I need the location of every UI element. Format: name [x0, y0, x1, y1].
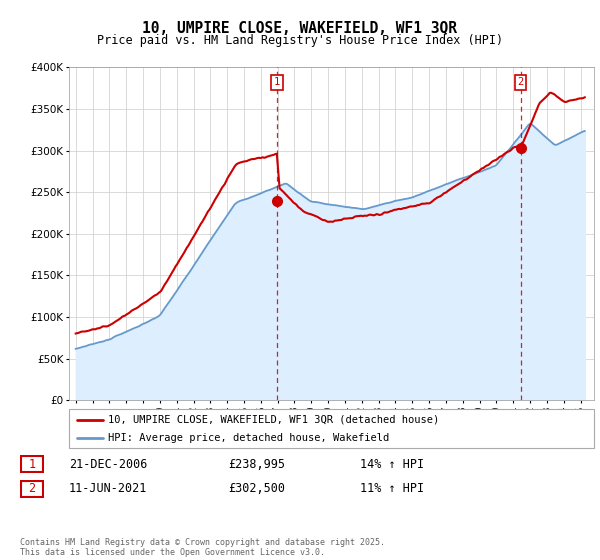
Text: Contains HM Land Registry data © Crown copyright and database right 2025.
This d: Contains HM Land Registry data © Crown c… — [20, 538, 385, 557]
Text: 2: 2 — [518, 77, 524, 87]
Text: 1: 1 — [274, 77, 280, 87]
Text: 11-JUN-2021: 11-JUN-2021 — [69, 482, 148, 496]
Text: 2: 2 — [28, 482, 35, 496]
FancyBboxPatch shape — [21, 456, 43, 472]
Text: £238,995: £238,995 — [228, 458, 285, 471]
Text: £302,500: £302,500 — [228, 482, 285, 496]
Text: 21-DEC-2006: 21-DEC-2006 — [69, 458, 148, 471]
Text: HPI: Average price, detached house, Wakefield: HPI: Average price, detached house, Wake… — [109, 433, 389, 443]
Text: 14% ↑ HPI: 14% ↑ HPI — [360, 458, 424, 471]
Text: 11% ↑ HPI: 11% ↑ HPI — [360, 482, 424, 496]
Text: Price paid vs. HM Land Registry's House Price Index (HPI): Price paid vs. HM Land Registry's House … — [97, 34, 503, 46]
FancyBboxPatch shape — [69, 409, 594, 448]
Text: 1: 1 — [28, 458, 35, 471]
Text: 10, UMPIRE CLOSE, WAKEFIELD, WF1 3QR (detached house): 10, UMPIRE CLOSE, WAKEFIELD, WF1 3QR (de… — [109, 415, 440, 425]
Text: 10, UMPIRE CLOSE, WAKEFIELD, WF1 3QR: 10, UMPIRE CLOSE, WAKEFIELD, WF1 3QR — [143, 21, 458, 36]
FancyBboxPatch shape — [21, 481, 43, 497]
